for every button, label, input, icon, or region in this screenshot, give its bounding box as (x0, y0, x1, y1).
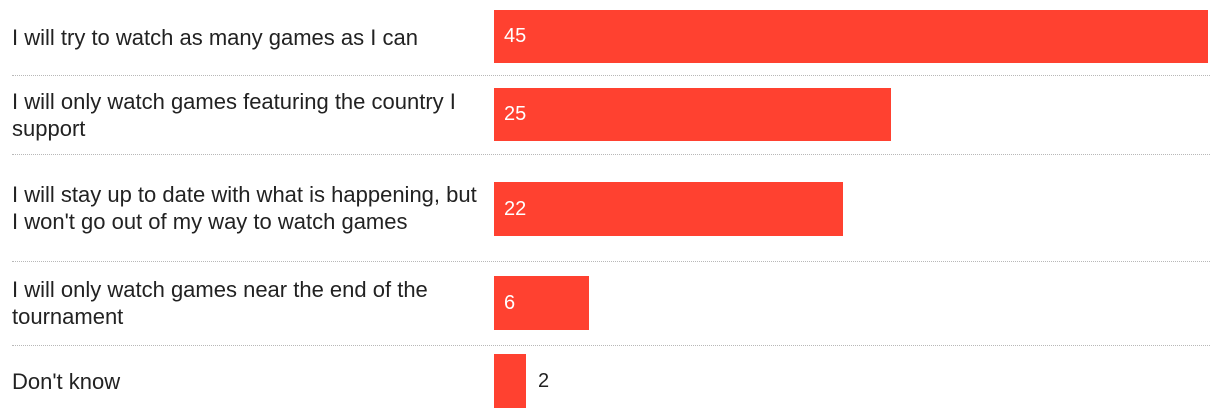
data-label: 45 (504, 25, 527, 47)
data-label: 25 (504, 103, 527, 125)
bar (494, 10, 1208, 63)
category-label: I will only watch games featuring the co… (12, 88, 456, 141)
bar (494, 276, 589, 330)
data-label: 6 (504, 291, 516, 314)
category-label: I will try to watch as many games as I c… (12, 25, 418, 50)
category-label: Don't know (12, 369, 121, 394)
data-label: 2 (538, 369, 550, 392)
category-label: I will only watch games near the end of … (12, 277, 428, 329)
row-separator (12, 261, 1210, 262)
bar (494, 88, 891, 141)
row-separator (12, 154, 1210, 155)
bar (494, 354, 526, 408)
category-label: I will stay up to date with what is happ… (12, 181, 477, 234)
data-label: 22 (504, 197, 527, 220)
row-separator (12, 75, 1210, 76)
bar (494, 182, 843, 236)
row-separator (12, 345, 1210, 346)
